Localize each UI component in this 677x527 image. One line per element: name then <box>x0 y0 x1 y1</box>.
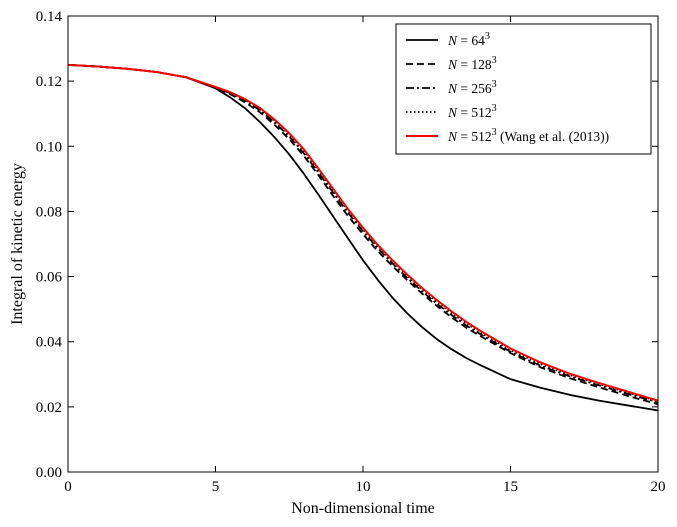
y-axis-label: Integral of kinetic energy <box>9 163 26 325</box>
legend-box <box>395 23 652 155</box>
y-tick-label: 0.02 <box>36 400 62 416</box>
legend-label: N = 1283 <box>447 55 497 72</box>
series-layer <box>68 63 658 412</box>
x-tick-label: 10 <box>356 479 371 495</box>
x-axis-label: Non-dimensional time <box>291 500 435 517</box>
legend-label: N = 2563 <box>447 79 497 96</box>
y-tick-label: 0.00 <box>36 465 62 481</box>
x-tick-label: 0 <box>64 479 72 495</box>
series-line-5 <box>68 63 658 402</box>
y-tick-label: 0.04 <box>36 335 63 351</box>
y-tick-label: 0.14 <box>36 9 63 25</box>
x-tick-label: 15 <box>503 479 518 495</box>
x-tick-label: 20 <box>651 479 666 495</box>
y-tick-label: 0.12 <box>36 74 62 90</box>
legend: N = 643 N = 1283 N = 2563 N = 5123 N = 5123 … <box>395 23 652 155</box>
legend-label: N = 5123 <box>447 103 497 120</box>
ticks-layer: 0 5 10 15 20 0.00 0.02 0.04 0.06 0.08 0.10 0.12 0.14 <box>36 9 666 495</box>
y-tick-label: 0.06 <box>36 270 63 286</box>
legend-label: N = 5123 (Wang et al. (2013)) <box>447 127 609 144</box>
y-tick-label: 0.08 <box>36 204 62 220</box>
legend-label: N = 643 <box>447 31 490 48</box>
x-tick-label: 5 <box>212 479 220 495</box>
y-tick-label: 0.10 <box>36 139 62 155</box>
